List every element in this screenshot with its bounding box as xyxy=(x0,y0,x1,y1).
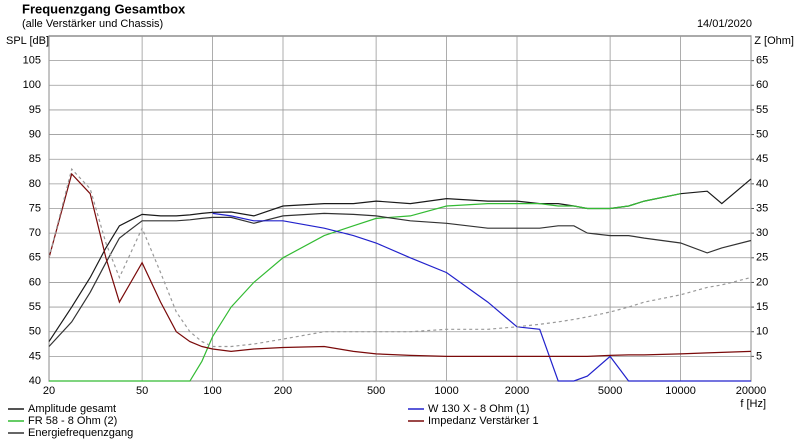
y-tick-label: 105 xyxy=(23,55,41,67)
x-tick-label: 2000 xyxy=(505,385,529,397)
x-tick-label: 20 xyxy=(43,385,55,397)
x-tick-label: 20000 xyxy=(736,385,767,397)
y2-tick-label: 25 xyxy=(756,252,768,264)
legend-label: Energiefrequenzgang xyxy=(28,427,133,439)
y-axis-label: SPL [dB] xyxy=(6,35,49,47)
series-line xyxy=(48,212,752,347)
y2-tick-label: 30 xyxy=(756,227,768,239)
date: 14/01/2020 xyxy=(697,18,752,30)
y-tick-label: 70 xyxy=(29,227,41,239)
y-tick-label: 40 xyxy=(29,375,41,387)
y-tick-label: 100 xyxy=(23,79,41,91)
chart-subtitle: (alle Verstärker und Chassis) xyxy=(22,18,163,30)
y-tick-label: 60 xyxy=(29,276,41,288)
y2-tick-label: 15 xyxy=(756,301,768,313)
x-tick-label: 100 xyxy=(203,385,221,397)
y-tick-label: 75 xyxy=(29,202,41,214)
series-line xyxy=(48,178,752,342)
y-tick-label: 95 xyxy=(29,104,41,116)
legend-label: Amplitude gesamt xyxy=(28,403,116,415)
y-tick-label: 80 xyxy=(29,178,41,190)
series-line xyxy=(48,172,752,357)
series-line xyxy=(49,193,681,382)
x-tick-label: 5000 xyxy=(598,385,622,397)
x-axis-label: f [Hz] xyxy=(740,398,766,410)
y2-tick-label: 20 xyxy=(756,276,768,288)
y2-tick-label: 55 xyxy=(756,104,768,116)
y2-tick-label: 65 xyxy=(756,55,768,67)
y2-tick-label: 50 xyxy=(756,128,768,140)
y2-tick-label: 10 xyxy=(756,326,768,338)
y-tick-label: 85 xyxy=(29,153,41,165)
y2-tick-label: 45 xyxy=(756,153,768,165)
series-line xyxy=(212,212,751,382)
y-tick-label: 45 xyxy=(29,350,41,362)
x-tick-label: 200 xyxy=(274,385,292,397)
legend-label: FR 58 - 8 Ohm (2) xyxy=(28,415,117,427)
y2-tick-label: 5 xyxy=(756,350,762,362)
y2-tick-label: 35 xyxy=(756,202,768,214)
y-tick-label: 90 xyxy=(29,128,41,140)
y2-tick-label: 60 xyxy=(756,79,768,91)
y-tick-label: 65 xyxy=(29,252,41,264)
chart-title: Frequenzgang Gesamtbox xyxy=(22,1,186,16)
legend-label: Impedanz Verstärker 1 xyxy=(428,415,539,427)
y2-axis-label: Z [Ohm] xyxy=(754,35,794,47)
x-tick-label: 50 xyxy=(136,385,148,397)
series-line xyxy=(48,167,752,348)
y-tick-label: 50 xyxy=(29,326,41,338)
x-tick-label: 10000 xyxy=(665,385,696,397)
y2-tick-label: 40 xyxy=(756,178,768,190)
x-tick-label: 500 xyxy=(367,385,385,397)
y-tick-label: 55 xyxy=(29,301,41,313)
x-tick-label: 1000 xyxy=(434,385,458,397)
legend-label: W 130 X - 8 Ohm (1) xyxy=(428,403,529,415)
